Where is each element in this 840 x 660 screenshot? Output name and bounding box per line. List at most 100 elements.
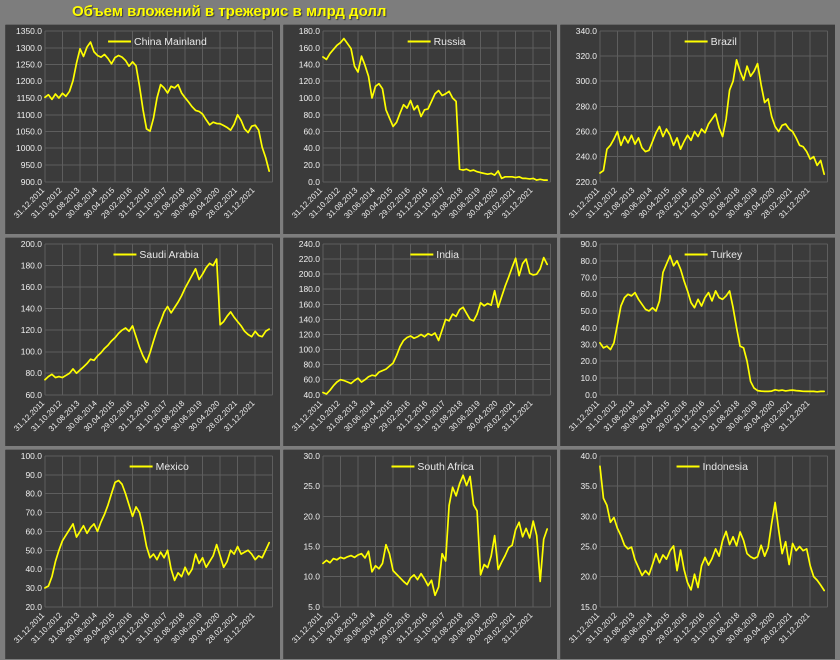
legend-label: China Mainland	[134, 37, 207, 48]
y-tick-label: 1100.0	[17, 110, 43, 120]
y-tick-label: 120.0	[298, 76, 319, 86]
y-tick-label: 20.0	[303, 160, 320, 170]
legend-label: Indonesia	[703, 462, 749, 473]
y-tick-label: 50.0	[581, 306, 598, 316]
y-tick-label: 240.0	[298, 239, 319, 249]
y-tick-label: 100.0	[298, 93, 319, 103]
y-tick-label: 200.0	[21, 239, 42, 249]
y-tick-label: 35.0	[581, 482, 598, 492]
chart-panel-turkey[interactable]: Turkey 0.0 10.0 20.0 30.0 40.0 50.0 60.0 70.0 80.…	[560, 236, 835, 447]
y-tick-label: 40.0	[581, 451, 598, 461]
y-tick-label: 180.0	[21, 260, 42, 270]
y-tick-label: 70.0	[581, 272, 598, 282]
y-tick-label: 1300.0	[16, 43, 42, 53]
y-tick-label: 300.0	[576, 76, 597, 86]
y-tick-label: 40.0	[303, 143, 320, 153]
y-tick-label: 0.0	[308, 177, 320, 187]
y-tick-label: 30.0	[25, 583, 42, 593]
y-tick-label: 100.0	[21, 346, 42, 356]
y-tick-label: 160.0	[298, 299, 319, 309]
y-tick-label: 20.0	[581, 572, 598, 582]
y-tick-label: 60.0	[25, 527, 42, 537]
y-tick-label: 15.0	[303, 542, 320, 552]
y-tick-label: 80.0	[25, 368, 42, 378]
series-line-turkey	[599, 254, 826, 393]
mexico-chart: Mexico 20.0 30.0 40.0 50.0 60.0 70.0 80.0 90.0 10…	[12, 451, 274, 646]
chart-panel-russia[interactable]: Russia 0.0 20.0 40.0 60.0 80.0 100.0 120.0 140.0…	[282, 24, 558, 234]
brazil-chart: Brazil 220.0 240.0 260.0 280.0 300.0 320.0 340.…	[568, 26, 829, 220]
y-tick-label: 1250.0	[16, 60, 42, 70]
y-tick-label: 140.0	[298, 314, 319, 324]
chart-panel-brazil[interactable]: Brazil 220.0 240.0 260.0 280.0 300.0 320.0 340.…	[560, 24, 835, 234]
legend-label: Turkey	[711, 250, 743, 261]
y-tick-label: 50.0	[25, 546, 42, 556]
china-mainland-chart: China Mainland 900.0 950.0 1000.0 1050.0 1100…	[12, 26, 274, 220]
y-tick-label: 160.0	[298, 43, 319, 53]
y-tick-label: 80.0	[303, 359, 320, 369]
south-africa-chart: South Africa5.010.015.020.025.030.031.12…	[290, 451, 551, 646]
y-tick-label: 140.0	[298, 60, 319, 70]
y-tick-label: 10.0	[581, 373, 598, 383]
y-tick-label: 40.0	[581, 323, 598, 333]
y-tick-label: 1200.0	[16, 76, 42, 86]
y-tick-label: 1350.0	[16, 26, 42, 36]
chart-panel-india[interactable]: India 40.0 60.0 80.0 100.0 120.0 140.0 160.0 180…	[282, 236, 558, 447]
y-tick-label: 220.0	[576, 177, 597, 187]
y-tick-label: 20.0	[25, 602, 42, 612]
y-tick-label: 25.0	[581, 542, 598, 552]
y-tick-label: 240.0	[576, 152, 597, 162]
y-tick-label: 60.0	[581, 289, 598, 299]
y-tick-label: 80.0	[303, 110, 320, 120]
india-chart: India 40.0 60.0 80.0 100.0 120.0 140.0 160.0 180…	[290, 239, 551, 433]
y-tick-label: 180.0	[298, 284, 319, 294]
y-tick-label: 20.0	[303, 512, 320, 522]
y-tick-label: 950.0	[21, 160, 42, 170]
y-tick-label: 25.0	[303, 482, 320, 492]
y-tick-label: 340.0	[576, 26, 597, 36]
y-tick-label: 15.0	[581, 602, 598, 612]
y-tick-label: 120.0	[298, 329, 319, 339]
y-tick-label: 140.0	[21, 303, 42, 313]
series-line-russia	[321, 37, 548, 181]
legend-label: South Africa	[417, 462, 474, 473]
y-tick-label: 200.0	[298, 269, 319, 279]
y-tick-label: 30.0	[303, 451, 320, 461]
turkey-chart: Turkey 0.0 10.0 20.0 30.0 40.0 50.0 60.0 70.0 80.…	[568, 239, 829, 433]
legend-label: Saudi Arabia	[139, 250, 199, 261]
legend-label: Russia	[433, 37, 465, 48]
chart-panel-indonesia[interactable]: Indonesia 15.0 20.0 25.0 30.0 35.0 40.0 31.12.2…	[560, 449, 835, 660]
y-tick-label: 20.0	[581, 356, 598, 366]
y-tick-label: 30.0	[581, 512, 598, 522]
y-tick-label: 1000.0	[16, 143, 42, 153]
y-tick-label: 180.0	[298, 26, 319, 36]
chart-panel-china-mainland[interactable]: China Mainland 900.0 950.0 1000.0 1050.0 1100…	[5, 24, 280, 234]
y-tick-label: 260.0	[576, 127, 597, 137]
indonesia-chart: Indonesia15.020.025.030.035.040.031.12.2…	[568, 451, 829, 646]
chart-panel-south-africa[interactable]: South Africa 5.0 10.0 15.0 20.0 25.0 30.0 31.12…	[282, 449, 558, 660]
y-tick-label: 320.0	[576, 51, 597, 61]
charts-grid: China Mainland 900.0 950.0 1000.0 1050.0 1100…	[5, 24, 835, 660]
y-tick-label: 40.0	[303, 390, 320, 400]
chart-panel-mexico[interactable]: Mexico 20.0 30.0 40.0 50.0 60.0 70.0 80.0 90.0 10…	[5, 449, 280, 660]
series-line-south-africa	[321, 474, 548, 597]
y-tick-label: 60.0	[25, 390, 42, 400]
y-tick-label: 90.0	[25, 470, 42, 480]
series-line-china-mainland	[44, 41, 271, 172]
legend-label: Mexico	[156, 462, 189, 473]
y-tick-label: 280.0	[576, 101, 597, 111]
y-tick-label: 100.0	[21, 451, 42, 461]
y-tick-label: 10.0	[303, 572, 320, 582]
russia-chart: Russia 0.0 20.0 40.0 60.0 80.0 100.0 120.0 140.0…	[290, 26, 551, 220]
y-tick-label: 80.0	[25, 489, 42, 499]
y-tick-label: 120.0	[21, 325, 42, 335]
page-title: Объем вложений в трежерис в млрд долл	[72, 3, 387, 20]
y-tick-label: 30.0	[581, 339, 598, 349]
y-tick-label: 0.0	[586, 390, 598, 400]
chart-panel-saudi-arabia[interactable]: Saudi Arabia 60.0 80.0 100.0 120.0 140.0 160.0…	[5, 236, 280, 447]
y-tick-label: 1050.0	[16, 127, 42, 137]
y-tick-label: 100.0	[298, 344, 319, 354]
legend-label: Brazil	[711, 37, 737, 48]
y-tick-label: 5.0	[308, 602, 320, 612]
series-line-brazil	[599, 59, 826, 176]
